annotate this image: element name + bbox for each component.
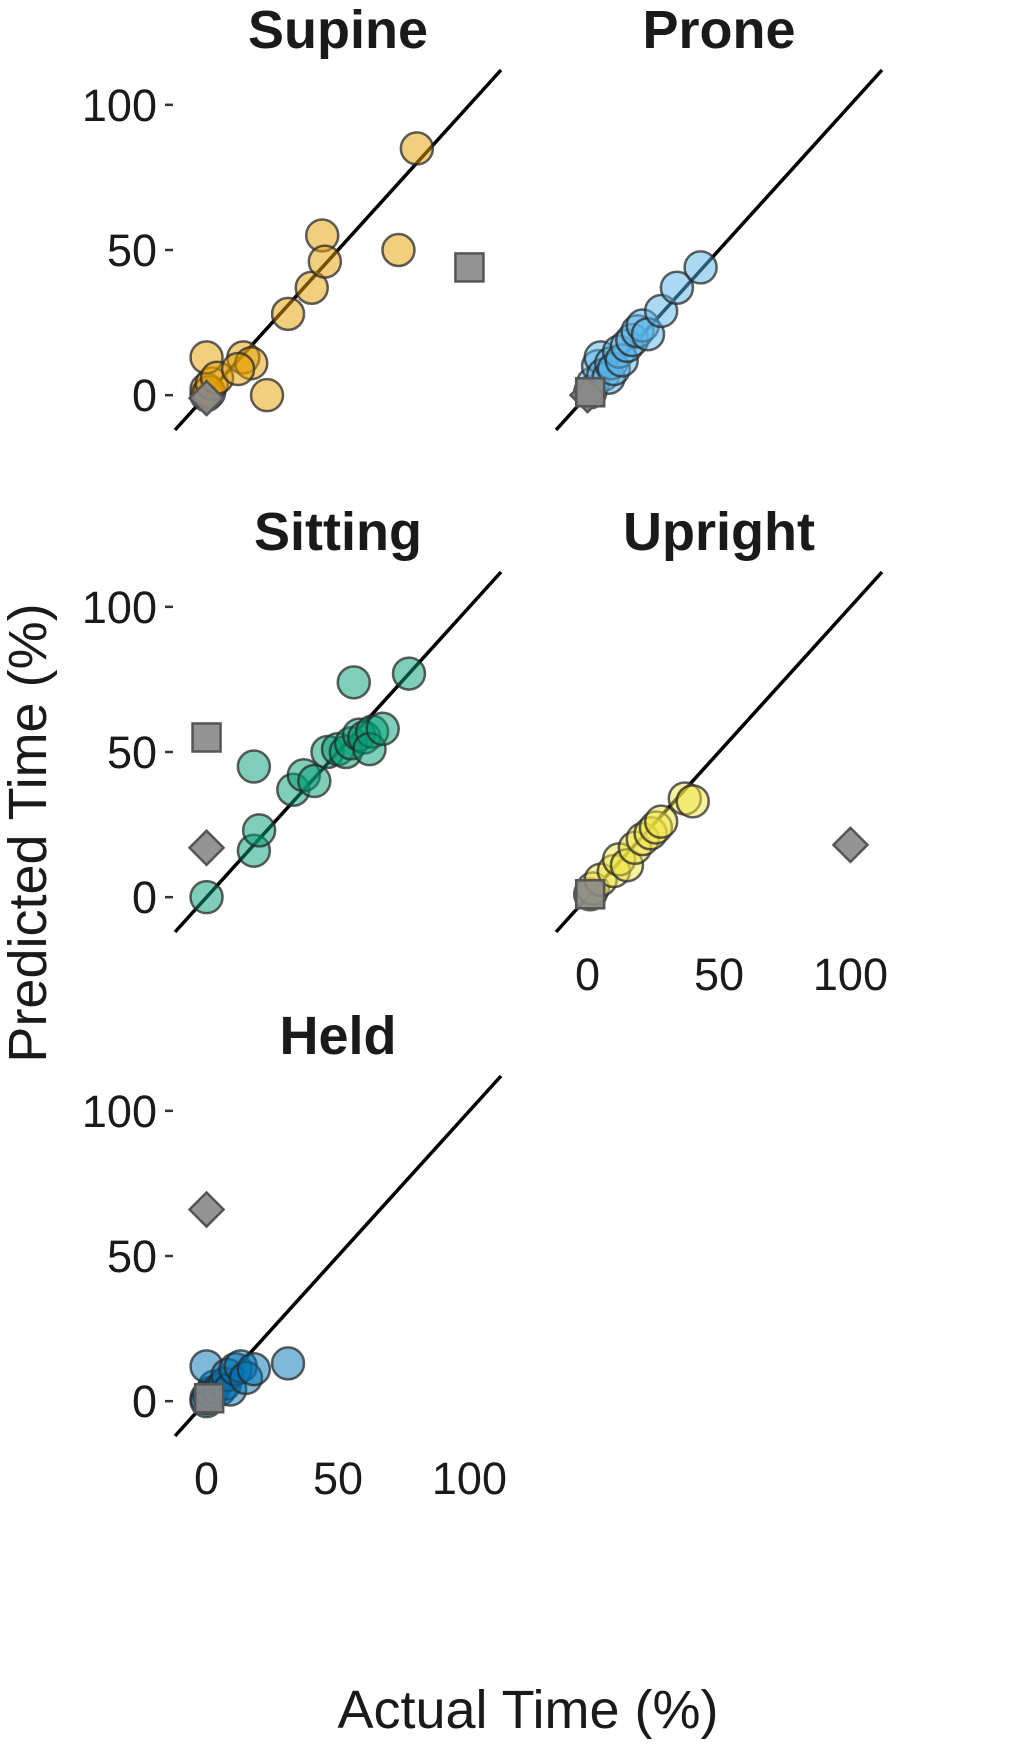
outlier-diamond-marker (187, 379, 226, 417)
y-axis-title: Predicted Time (%) (0, 603, 58, 1062)
data-point (336, 665, 372, 700)
data-point (365, 711, 400, 747)
x-tick-label: 0 (194, 1453, 219, 1504)
data-point (391, 656, 427, 691)
panel-title: Held (279, 1006, 396, 1066)
outlier-diamond-marker (187, 1190, 226, 1229)
y-tick-label: 50 (107, 1231, 157, 1282)
data-point (307, 244, 343, 279)
data-point (236, 749, 272, 784)
x-tick-label: 50 (313, 1453, 363, 1504)
data-point (399, 131, 435, 166)
data-point (643, 804, 679, 839)
data-point (236, 1351, 272, 1387)
x-tick-label: 100 (432, 1453, 507, 1504)
x-tick-label: 0 (575, 949, 600, 1000)
data-point (683, 250, 718, 285)
y-tick-label: 50 (107, 225, 157, 276)
data-point (659, 270, 695, 305)
y-tick-label: 0 (132, 872, 157, 923)
y-tick-label: 100 (82, 1086, 157, 1137)
panel-prone: Prone (554, 0, 884, 432)
data-point (270, 1346, 306, 1381)
data-point (189, 879, 224, 915)
outlier-square-marker (191, 722, 222, 753)
outlier-square-marker (574, 377, 606, 408)
outlier-diamond-marker (187, 829, 226, 867)
panel-upright: Upright 0 50 100 (554, 502, 888, 1000)
panel-title: Sitting (254, 502, 422, 562)
data-point (270, 296, 306, 332)
y-tick-label: 100 (82, 80, 157, 131)
data-point (249, 377, 285, 413)
y-tick-label: 0 (132, 370, 157, 421)
data-point (675, 784, 710, 819)
panel-held: Held 0 50 100 0 50 100 (82, 1006, 507, 1504)
y-tick-label: 100 (82, 582, 157, 633)
panel-title: Supine (248, 0, 428, 60)
data-point (220, 351, 256, 387)
data-point (241, 813, 277, 848)
panel-title: Prone (642, 0, 795, 60)
x-axis-title: Actual Time (%) (337, 1680, 718, 1740)
panel-supine: Supine 0 50 100 (82, 0, 503, 432)
outlier-square-marker (454, 252, 485, 283)
panel-sitting: Sitting 0 50 100 (82, 502, 503, 934)
panel-title: Upright (623, 502, 815, 562)
outlier-diamond-marker (831, 826, 870, 864)
data-point (381, 232, 416, 268)
y-tick-label: 0 (132, 1376, 157, 1427)
y-tick-label: 50 (107, 727, 157, 778)
x-tick-label: 50 (694, 949, 744, 1000)
x-tick-label: 100 (813, 949, 888, 1000)
data-point (297, 763, 332, 799)
outlier-square-marker (574, 879, 606, 910)
outlier-square-marker (193, 1383, 225, 1414)
